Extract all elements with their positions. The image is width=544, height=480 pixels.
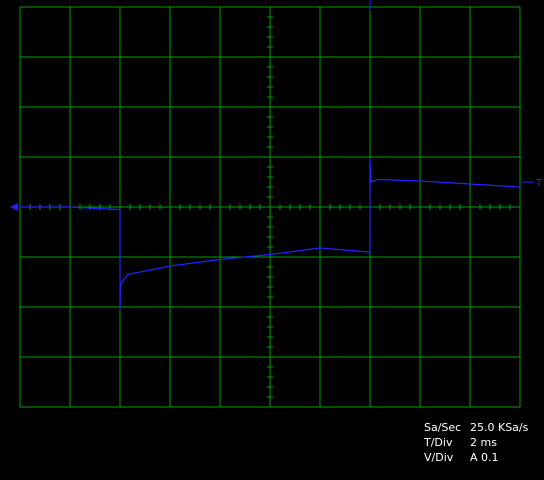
trace-point xyxy=(469,183,471,185)
markers-layer: T xyxy=(10,0,543,211)
trace-point xyxy=(519,186,521,188)
volt-div-label: V/Div xyxy=(424,451,454,464)
trace-point xyxy=(419,180,421,182)
trace-point xyxy=(369,251,371,253)
trace-layer xyxy=(19,158,521,311)
trace-point xyxy=(370,181,372,183)
time-div-readout: T/Div 2 ms xyxy=(410,420,497,465)
trace-point xyxy=(319,247,321,249)
sample-rate-label: Sa/Sec xyxy=(424,421,462,434)
trace-point xyxy=(119,308,121,311)
trace-point xyxy=(116,208,119,211)
ground-reference-marker xyxy=(10,203,18,211)
trace-point xyxy=(369,158,371,160)
trace-point xyxy=(219,258,221,261)
trace-point xyxy=(119,208,121,211)
trace-point xyxy=(376,178,379,181)
sample-rate-value: 25.0 KSa/s xyxy=(470,421,529,434)
trace-point xyxy=(126,273,129,276)
time-div-label: T/Div xyxy=(424,436,453,449)
trace-point xyxy=(368,251,370,253)
trigger-marker-label: T xyxy=(535,178,543,189)
oscilloscope-display: ′′ ⁻ ⁻ T Sa/Sec 25.0 KSa/s T/Div 2 ms V/Di… xyxy=(10,0,543,464)
trace-point xyxy=(19,206,21,208)
volt-div-readout: V/Div A 0.1 xyxy=(410,435,499,480)
volt-div-value: A 0.1 xyxy=(470,451,499,464)
trace-point xyxy=(169,265,171,267)
trace-point xyxy=(69,206,71,208)
trace-point xyxy=(119,283,122,286)
time-div-value: 2 ms xyxy=(470,436,497,449)
trace-point xyxy=(269,253,271,256)
waveform-screen: T xyxy=(10,0,543,408)
top-marker: ′′ ⁻ ⁻ xyxy=(15,0,43,4)
sample-rate-readout: Sa/Sec 25.0 KSa/s xyxy=(410,405,528,450)
graticule-ticks xyxy=(19,6,521,408)
